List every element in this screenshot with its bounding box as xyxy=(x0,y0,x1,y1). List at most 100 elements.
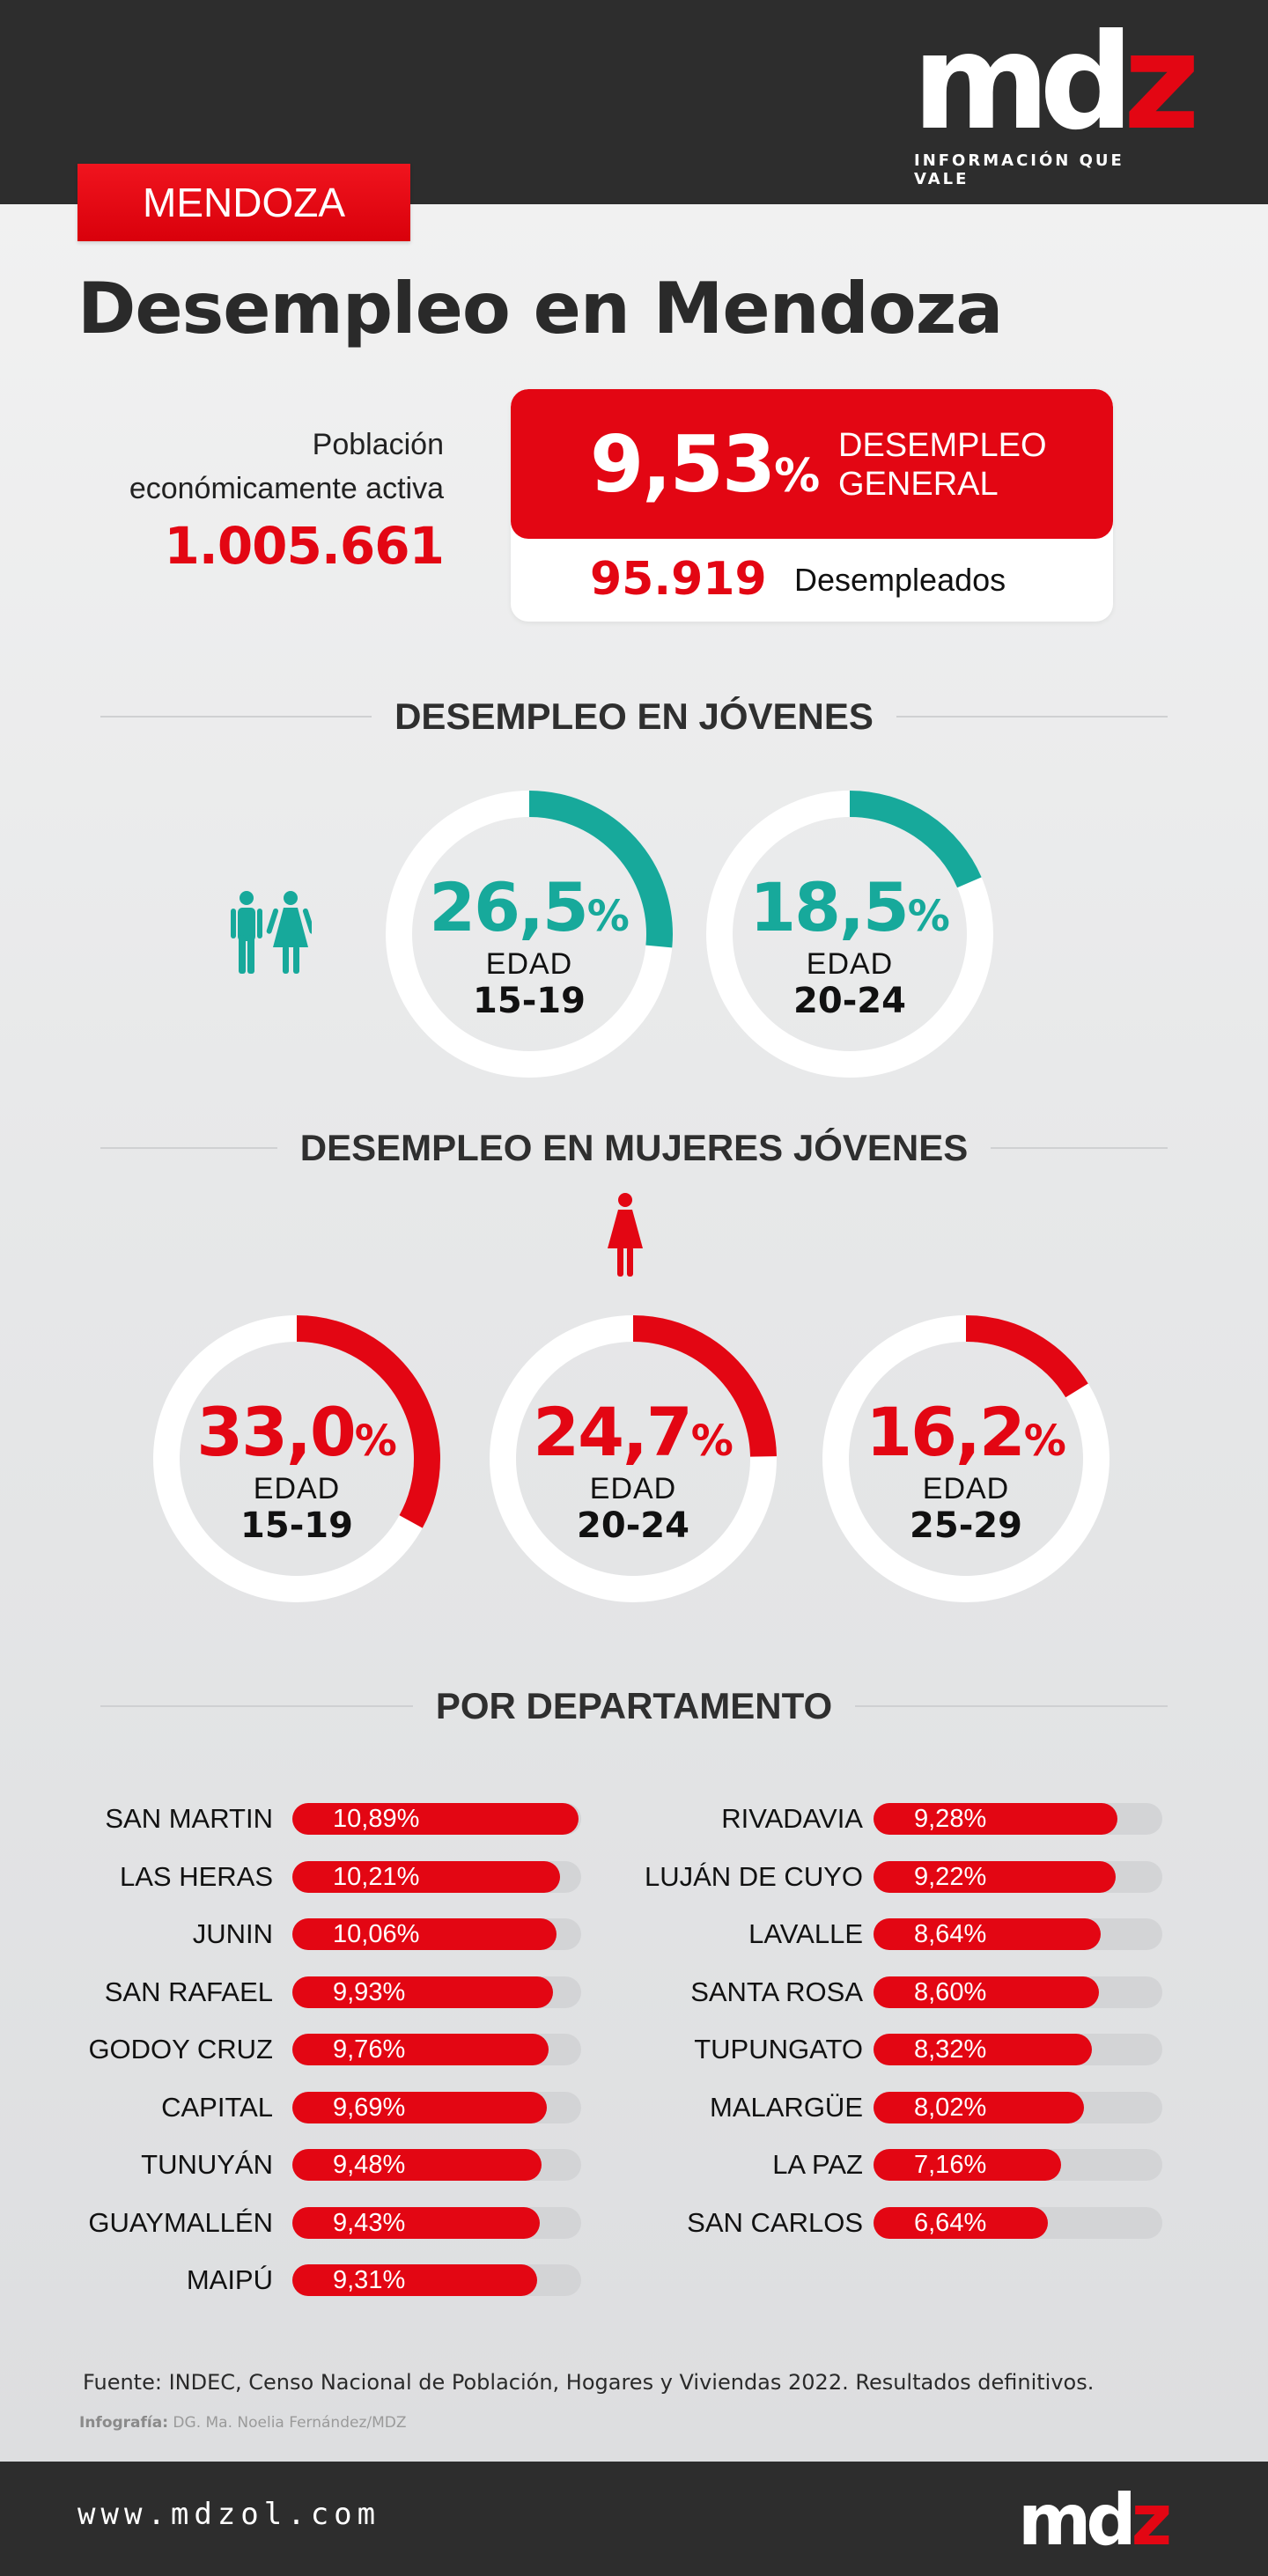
credit-label: Infografía: xyxy=(79,2414,169,2432)
donut-graphic xyxy=(706,791,993,1078)
dept-row: GUAYMALLÉN 9,43% xyxy=(0,2205,1268,2241)
footer-url-link[interactable]: www.mdzol.com xyxy=(77,2497,381,2532)
dept-bar: 9,48% xyxy=(292,2149,542,2181)
dept-bar: 9,43% xyxy=(292,2207,540,2239)
donut-pct: % xyxy=(1023,1417,1066,1466)
donut-edad-label: EDAD xyxy=(589,1472,677,1505)
dept-bar-track: 8,32% xyxy=(874,2034,1162,2065)
dept-bar-track: 9,93% xyxy=(292,1976,581,2008)
dept-name: TUNUYÁN xyxy=(141,2149,273,2180)
donut-value: 16,2% xyxy=(821,1393,1111,1471)
general-rate-value: 9,53% xyxy=(590,419,820,510)
section-women-heading: DESEMPLEO EN MUJERES JÓVENES xyxy=(100,1122,1168,1174)
donut-value: 24,7% xyxy=(488,1393,778,1471)
dept-bar-track: 9,43% xyxy=(292,2207,581,2239)
credit-note: Infografía: DG. Ma. Noelia Fernández/MDZ xyxy=(79,2414,407,2432)
dept-bar-track: 9,22% xyxy=(874,1861,1162,1893)
dept-bar-track: 10,21% xyxy=(292,1861,581,1893)
dept-name: MALARGÜE xyxy=(710,2092,863,2123)
donut-number: 33,0 xyxy=(196,1393,357,1471)
dept-row: LAS HERAS 10,21% xyxy=(0,1859,1268,1895)
dept-bar: 9,28% xyxy=(874,1803,1117,1835)
dept-name: RIVADAVIA xyxy=(721,1803,863,1834)
dept-bar-label: 9,48% xyxy=(333,2151,406,2179)
mdz-logo[interactable]: mdz xyxy=(912,17,1200,149)
dept-bar-label: 9,76% xyxy=(333,2035,406,2064)
pea-label-line2: económicamente activa xyxy=(129,472,444,505)
dept-name: CAPITAL xyxy=(161,2092,273,2123)
dept-bar-track: 8,60% xyxy=(874,1976,1162,2008)
dept-name: GUAYMALLÉN xyxy=(88,2207,273,2238)
dept-bar-label: 6,64% xyxy=(914,2209,987,2237)
dept-row: SANTA ROSA 8,60% xyxy=(0,1975,1268,2010)
dept-bar-track: 9,28% xyxy=(874,1803,1162,1835)
donut-women-20-24: 24,7% EDAD 20-24 xyxy=(488,1314,778,1604)
dept-row: JUNIN 10,06% xyxy=(0,1917,1268,1952)
dept-bar: 9,93% xyxy=(292,1976,553,2008)
donut-arc xyxy=(153,1315,440,1602)
donut-arc xyxy=(822,1315,1110,1602)
donut-pct: % xyxy=(690,1417,734,1466)
donut-age-range: 25-29 xyxy=(910,1505,1022,1546)
dept-row: LA PAZ 7,16% xyxy=(0,2147,1268,2182)
dept-bar: 8,32% xyxy=(874,2034,1092,2065)
mdz-logo-footer[interactable]: mdz xyxy=(1018,2479,1172,2561)
woman-icon xyxy=(608,1193,643,1277)
donut-graphic xyxy=(822,1315,1110,1602)
dept-row: LAVALLE 8,64% xyxy=(0,1917,1268,1952)
dept-row: MAIPÚ 9,31% xyxy=(0,2263,1268,2298)
donut-edad-label: EDAD xyxy=(253,1472,341,1505)
pea-label: Población económicamente activa xyxy=(53,423,444,511)
dept-name: LAS HERAS xyxy=(119,1861,273,1892)
dept-bar-label: 8,60% xyxy=(914,1978,987,2006)
section-women-title: DESEMPLEO EN MUJERES JÓVENES xyxy=(299,1127,969,1168)
dept-bar-label: 9,28% xyxy=(914,1805,987,1833)
donut-graphic xyxy=(153,1315,440,1602)
logo-tagline: INFORMACIÓN QUE VALE xyxy=(914,151,1124,188)
credit-value: DG. Ma. Noelia Fernández/MDZ xyxy=(168,2414,407,2432)
general-rate-number: 9,53 xyxy=(590,419,776,510)
donut-number: 26,5 xyxy=(429,868,589,946)
dept-name: GODOY CRUZ xyxy=(88,2034,273,2064)
dept-name: SANTA ROSA xyxy=(690,1976,863,2007)
donut-arc xyxy=(706,791,993,1078)
dept-row: GODOY CRUZ 9,76% xyxy=(0,2032,1268,2067)
dept-bar-label: 9,31% xyxy=(333,2266,406,2294)
donut-value: 26,5% xyxy=(384,868,675,946)
dept-row: TUNUYÁN 9,48% xyxy=(0,2147,1268,2182)
dept-bar: 8,60% xyxy=(874,1976,1099,2008)
donut-women-25-29: 16,2% EDAD 25-29 xyxy=(821,1314,1111,1604)
donut-pct: % xyxy=(907,892,950,941)
donut-youth-20-24: 18,5% EDAD 20-24 xyxy=(704,789,995,1079)
donut-pct: % xyxy=(354,1417,397,1466)
donut-pct: % xyxy=(586,892,630,941)
dept-bar: 6,64% xyxy=(874,2207,1048,2239)
dept-bar-track: 6,64% xyxy=(874,2207,1162,2239)
dept-bar: 10,21% xyxy=(292,1861,560,1893)
dept-bar-track: 9,31% xyxy=(292,2264,581,2296)
donut-graphic xyxy=(490,1315,777,1602)
dept-name: LA PAZ xyxy=(772,2149,863,2180)
dept-bar-track: 9,76% xyxy=(292,2034,581,2065)
dept-bar: 9,69% xyxy=(292,2092,547,2123)
donut-value: 33,0% xyxy=(151,1393,442,1471)
dept-bar-label: 8,02% xyxy=(914,2094,987,2122)
pea-label-line1: Población xyxy=(312,428,444,461)
logo-z: z xyxy=(1131,2479,1172,2561)
dept-bar-track: 9,48% xyxy=(292,2149,581,2181)
logo-md: md xyxy=(912,6,1134,159)
dept-bar-label: 9,43% xyxy=(333,2209,406,2237)
dept-bar-track: 10,89% xyxy=(292,1803,581,1835)
section-youth-heading: DESEMPLEO EN JÓVENES xyxy=(100,690,1168,743)
donut-edad-label: EDAD xyxy=(485,947,573,981)
logo-z: z xyxy=(1123,6,1200,159)
donut-age-range: 20-24 xyxy=(793,981,906,1021)
general-rate-card: 9,53% DESEMPLEO GENERAL 95.919 Desemplea… xyxy=(511,389,1113,622)
dept-bar: 9,31% xyxy=(292,2264,537,2296)
dept-bar-label: 9,69% xyxy=(333,2094,406,2122)
dept-name: TUPUNGATO xyxy=(694,2034,863,2064)
general-rate-label-line2: GENERAL xyxy=(838,466,999,503)
dept-name: SAN RAFAEL xyxy=(104,1976,273,2007)
general-rate-banner: 9,53% DESEMPLEO GENERAL xyxy=(511,389,1113,539)
dept-row: RIVADAVIA 9,28% xyxy=(0,1801,1268,1836)
